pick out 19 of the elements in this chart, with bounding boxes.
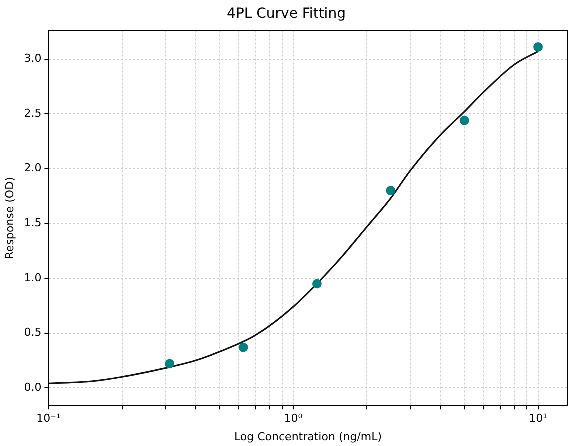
y-tick-label: 0.0 [24,380,42,394]
point [460,116,470,126]
y-tick-label: 0.5 [24,326,42,340]
y-tick-label: 1.5 [24,216,42,230]
point [312,279,322,289]
x-axis-title: Log Concentration (ng/mL) [234,430,382,444]
x-tick-label: 10⁻¹ [36,412,61,426]
x-tick-label: 10⁰ [284,412,304,426]
point [238,342,248,352]
chart-title: 4PL Curve Fitting [227,6,346,22]
point [386,186,396,196]
point [165,359,175,369]
x-tick-label: 10¹ [529,412,548,426]
y-tick-label: 2.0 [24,162,42,175]
y-axis-title: Response (OD) [3,177,16,260]
y-tick-label: 1.0 [24,271,42,284]
y-tick-label: 3.0 [24,52,42,66]
y-tick-label: 2.5 [24,106,42,120]
point [534,42,543,52]
